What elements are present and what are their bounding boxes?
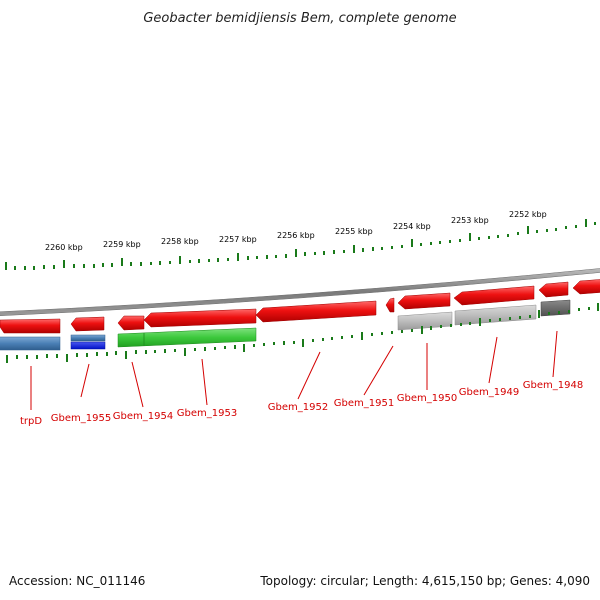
gene-label-gbem-1953[interactable]: Gbem_1953 (177, 408, 237, 419)
kbp-label: 2254 kbp (393, 222, 431, 231)
gene-arrow-forward[interactable] (255, 300, 377, 323)
cds-block-darkgray[interactable] (540, 299, 571, 317)
gene-arrow-forward[interactable] (117, 315, 145, 331)
gene-arrow-forward[interactable] (453, 285, 535, 306)
cds-block-steelblue[interactable] (0, 336, 61, 351)
gene-arrow-forward[interactable] (143, 308, 257, 328)
gene-label-gbem-1955[interactable]: Gbem_1955 (51, 413, 111, 424)
kbp-label: 2253 kbp (451, 216, 489, 225)
gene-arrow-forward[interactable] (70, 316, 105, 332)
inner-tick-ring (6, 303, 599, 363)
gene-label-gbem-1952[interactable]: Gbem_1952 (268, 402, 328, 413)
gene-label-trpD[interactable]: trpD (20, 416, 42, 427)
kbp-label: 2255 kbp (335, 227, 373, 236)
cds-feature-lane (0, 299, 571, 351)
kbp-label: 2259 kbp (103, 240, 141, 249)
forward-strand-genes (0, 279, 600, 334)
map-title: Geobacter bemidjiensis Bem, complete gen… (143, 11, 456, 26)
accession-text: Accession: NC_011146 (9, 574, 146, 588)
gene-arrow-forward[interactable] (572, 279, 600, 295)
cds-block-steelblue-small[interactable] (70, 334, 106, 342)
gene-label-gbem-1948[interactable]: Gbem_1948 (523, 380, 583, 391)
gene-label-gbem-1949[interactable]: Gbem_1949 (459, 387, 519, 398)
kbp-label: 2257 kbp (219, 235, 257, 244)
outer-tick-ring (5, 219, 596, 270)
gene-labels: trpD Gbem_1955 Gbem_1954 Gbem_1953 Gbem_… (20, 380, 583, 427)
gene-label-gbem-1950[interactable]: Gbem_1950 (397, 393, 457, 404)
gene-label-gbem-1951[interactable]: Gbem_1951 (334, 398, 394, 409)
kbp-label: 2256 kbp (277, 231, 315, 240)
genome-summary-text: Topology: circular; Length: 4,615,150 bp… (260, 574, 590, 588)
kbp-scale-labels: 2260 kbp 2259 kbp 2258 kbp 2257 kbp 2256… (45, 210, 547, 252)
gene-label-leaders (30, 330, 558, 410)
kbp-label: 2260 kbp (45, 243, 83, 252)
gene-arrow-forward[interactable] (0, 318, 61, 334)
genome-backbone (0, 268, 600, 317)
gene-arrow-forward[interactable] (385, 297, 395, 313)
cds-block-green[interactable] (117, 327, 257, 348)
gene-label-gbem-1954[interactable]: Gbem_1954 (113, 411, 173, 422)
cds-block-blue[interactable] (70, 341, 106, 350)
kbp-label: 2252 kbp (509, 210, 547, 219)
kbp-label: 2258 kbp (161, 237, 199, 246)
gene-arrow-forward[interactable] (538, 281, 569, 298)
cds-block-lightgray[interactable] (454, 304, 537, 326)
cds-block-lightgray[interactable] (397, 311, 453, 331)
gene-arrow-forward[interactable] (397, 292, 451, 310)
